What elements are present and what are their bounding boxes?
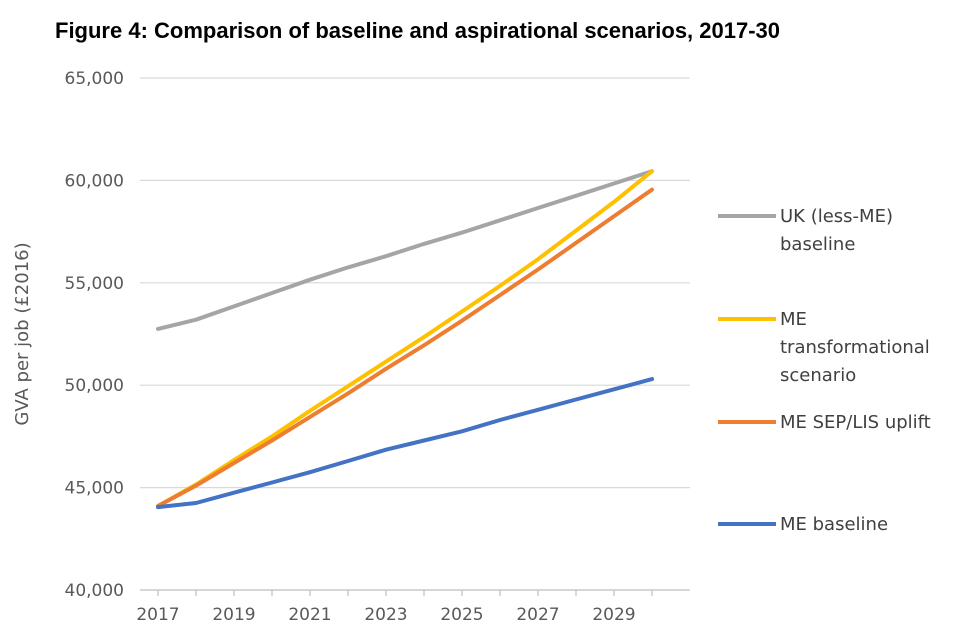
legend: UK (less-ME) baseline ME transformational sc… [718,206,931,535]
y-tick-label: 60,000 [65,171,124,191]
series-line-me-baseline [156,377,654,510]
series-line-me-sep-lis-uplift [156,187,654,508]
y-tick-label: 45,000 [65,479,124,499]
y-tick-label: 40,000 [65,581,124,601]
y-axis-label: GVA per job (£2016) [12,242,33,425]
x-tick-label: 2027 [516,605,559,625]
chart-title: Figure 4: Comparison of baseline and asp… [55,18,780,43]
legend-label: ME [780,309,807,330]
legend-item: UK (less-ME) baseline [718,206,893,255]
y-tick-label: 50,000 [65,376,124,396]
series-line-uk-less-me-baseline [156,169,654,331]
y-tick-label: 65,000 [65,69,124,89]
x-axis-ticks: 2017 2019 2021 2023 2025 2027 2029 [136,590,653,625]
legend-label: transformational [780,337,930,358]
gridlines [140,77,690,489]
y-axis-ticks: 40,000 45,000 50,000 55,000 60,000 65,000 [65,69,124,601]
x-tick-label: 2019 [212,605,255,625]
y-tick-label: 55,000 [65,274,124,294]
x-tick-label: 2029 [592,605,635,625]
legend-label: scenario [780,365,856,386]
legend-label: ME baseline [780,514,888,535]
x-tick-label: 2017 [136,605,179,625]
legend-item: ME SEP/LIS uplift [718,412,931,433]
legend-label: baseline [780,234,855,255]
legend-label: ME SEP/LIS uplift [780,412,931,433]
x-tick-label: 2025 [440,605,483,625]
x-tick-label: 2021 [288,605,331,625]
legend-item: ME baseline [718,514,888,535]
legend-label: UK (less-ME) [780,206,893,227]
legend-item: ME transformational scenario [718,309,930,386]
series-line-me-transformational-scenario [156,169,654,508]
series-lines [156,169,654,510]
x-tick-label: 2023 [364,605,407,625]
